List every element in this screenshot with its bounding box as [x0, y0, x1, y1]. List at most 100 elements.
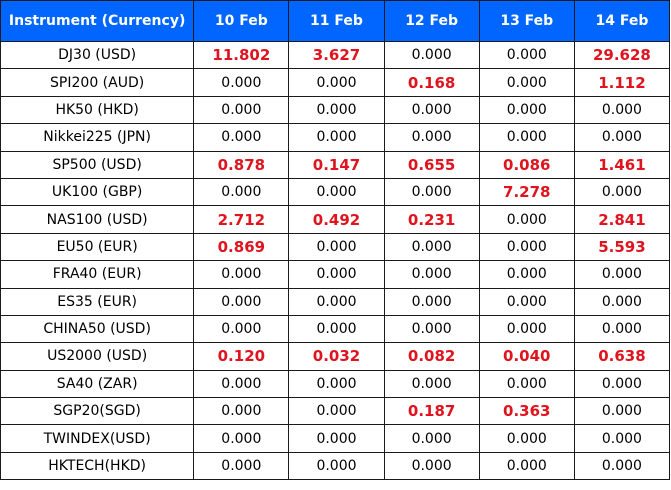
value-cell: 0.032 [288, 342, 385, 371]
table-row: UK100 (GBP) 0.000 0.000 0.000 7.278 0.000 [0, 177, 671, 207]
header-instrument: Instrument (Currency) [0, 0, 195, 42]
table-row: SP500 (USD) 0.878 0.147 0.655 0.086 1.461 [0, 150, 671, 179]
value-cell: 0.638 [573, 342, 671, 371]
value-cell: 0.000 [288, 260, 385, 289]
value-cell: 2.841 [573, 205, 671, 234]
value-cell: 0.000 [288, 95, 385, 125]
value-cell: 0.000 [478, 95, 575, 125]
value-cell: 0.082 [383, 342, 480, 371]
value-cell: 0.000 [193, 424, 290, 453]
value-cell: 0.000 [383, 287, 480, 316]
value-cell: 0.000 [383, 451, 480, 481]
value-cell: 0.000 [573, 95, 671, 125]
value-cell: 2.712 [193, 205, 290, 234]
table-row: HK50 (HKD) 0.000 0.000 0.000 0.000 0.000 [0, 95, 671, 125]
instrument-name-cell: EU50 (EUR) [0, 232, 195, 262]
value-cell: 0.000 [288, 123, 385, 152]
value-cell: 0.000 [193, 369, 290, 399]
value-cell: 0.000 [383, 260, 480, 289]
value-cell: 0.000 [193, 397, 290, 426]
instrument-name-cell: SA40 (ZAR) [0, 369, 195, 399]
value-cell: 0.000 [573, 287, 671, 316]
value-cell: 1.461 [573, 150, 671, 179]
instrument-name-cell: Nikkei225 (JPN) [0, 123, 195, 152]
instrument-name-cell: SPI200 (AUD) [0, 68, 195, 97]
value-cell: 0.000 [573, 260, 671, 289]
instrument-name-cell: SGP20(SGD) [0, 397, 195, 426]
instrument-name-cell: HKTECH(HKD) [0, 451, 195, 481]
value-cell: 0.000 [383, 369, 480, 399]
value-cell: 3.627 [288, 40, 385, 70]
value-cell: 0.000 [478, 314, 575, 344]
table-body: DJ30 (USD) 11.802 3.627 0.000 0.000 29.628 SPI… [0, 40, 671, 481]
value-cell: 0.000 [288, 314, 385, 344]
value-cell: 11.802 [193, 40, 290, 70]
value-cell: 0.000 [288, 287, 385, 316]
value-cell: 0.000 [573, 123, 671, 152]
instrument-name-cell: ES35 (EUR) [0, 287, 195, 316]
value-cell: 0.000 [573, 177, 671, 207]
value-cell: 0.000 [193, 177, 290, 207]
instrument-name-cell: US2000 (USD) [0, 342, 195, 371]
value-cell: 0.492 [288, 205, 385, 234]
value-cell: 0.000 [478, 68, 575, 97]
table-row: DJ30 (USD) 11.802 3.627 0.000 0.000 29.628 [0, 40, 671, 70]
value-cell: 0.000 [573, 397, 671, 426]
value-cell: 0.040 [478, 342, 575, 371]
value-cell: 0.000 [288, 451, 385, 481]
instrument-name-cell: UK100 (GBP) [0, 177, 195, 207]
value-cell: 0.000 [573, 369, 671, 399]
value-cell: 0.363 [478, 397, 575, 426]
value-cell: 0.000 [383, 424, 480, 453]
value-cell: 0.000 [573, 314, 671, 344]
value-cell: 0.000 [288, 397, 385, 426]
table-row: SPI200 (AUD) 0.000 0.000 0.168 0.000 1.112 [0, 68, 671, 97]
instrument-name-cell: DJ30 (USD) [0, 40, 195, 70]
value-cell: 0.000 [193, 95, 290, 125]
value-cell: 0.000 [193, 451, 290, 481]
value-cell: 0.147 [288, 150, 385, 179]
value-cell: 0.120 [193, 342, 290, 371]
value-cell: 0.000 [478, 40, 575, 70]
value-cell: 0.000 [383, 232, 480, 262]
header-date: 13 Feb [478, 0, 575, 42]
table-row: FRA40 (EUR) 0.000 0.000 0.000 0.000 0.000 [0, 260, 671, 289]
value-cell: 5.593 [573, 232, 671, 262]
value-cell: 0.168 [383, 68, 480, 97]
table-row: NAS100 (USD) 2.712 0.492 0.231 0.000 2.841 [0, 205, 671, 234]
value-cell: 0.000 [478, 451, 575, 481]
value-cell: 0.000 [478, 287, 575, 316]
value-cell: 0.000 [478, 260, 575, 289]
value-cell: 0.187 [383, 397, 480, 426]
value-cell: 0.000 [193, 123, 290, 152]
value-cell: 29.628 [573, 40, 671, 70]
instrument-name-cell: SP500 (USD) [0, 150, 195, 179]
table-row: EU50 (EUR) 0.869 0.000 0.000 0.000 5.593 [0, 232, 671, 262]
value-cell: 0.000 [573, 424, 671, 453]
value-cell: 0.000 [288, 232, 385, 262]
header-date: 12 Feb [383, 0, 480, 42]
value-cell: 0.000 [478, 123, 575, 152]
value-cell: 0.000 [478, 369, 575, 399]
table-row: ES35 (EUR) 0.000 0.000 0.000 0.000 0.000 [0, 287, 671, 316]
value-cell: 0.000 [193, 260, 290, 289]
value-cell: 0.878 [193, 150, 290, 179]
header-row: Instrument (Currency) 10 Feb 11 Feb 12 F… [0, 0, 671, 42]
instrument-name-cell: HK50 (HKD) [0, 95, 195, 125]
value-cell: 0.000 [383, 177, 480, 207]
table-row: SGP20(SGD) 0.000 0.000 0.187 0.363 0.000 [0, 397, 671, 426]
value-cell: 0.000 [573, 451, 671, 481]
table-row: HKTECH(HKD) 0.000 0.000 0.000 0.000 0.000 [0, 451, 671, 481]
table-row: US2000 (USD) 0.120 0.032 0.082 0.040 0.638 [0, 342, 671, 371]
value-cell: 1.112 [573, 68, 671, 97]
table-header: Instrument (Currency) 10 Feb 11 Feb 12 F… [0, 0, 671, 42]
value-cell: 0.000 [193, 287, 290, 316]
value-cell: 0.000 [383, 40, 480, 70]
value-cell: 0.869 [193, 232, 290, 262]
value-cell: 0.000 [478, 232, 575, 262]
instrument-name-cell: NAS100 (USD) [0, 205, 195, 234]
value-cell: 0.000 [193, 314, 290, 344]
instrument-name-cell: FRA40 (EUR) [0, 260, 195, 289]
instrument-name-cell: CHINA50 (USD) [0, 314, 195, 344]
